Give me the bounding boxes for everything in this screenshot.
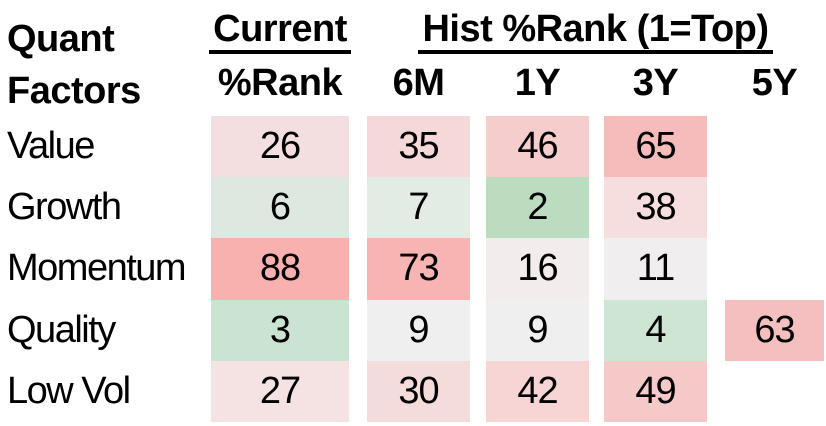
heatmap-cell-quality-current: 3 <box>211 299 349 361</box>
heatmap-cell-growth-5y <box>725 177 824 238</box>
row-label-quality: Quality <box>7 308 116 351</box>
heatmap-cell-lowvol-1y: 42 <box>486 360 589 422</box>
heatmap-cell-lowvol-6m: 30 <box>367 360 470 422</box>
column-header-1y: 1Y <box>514 62 561 104</box>
heatmap-cell-quality-1y: 9 <box>486 299 589 361</box>
column-current-rank: 26 6 88 3 27 <box>211 116 349 422</box>
column-header-current-rank: %Rank <box>217 62 343 104</box>
heatmap-cell-momentum-3y: 11 <box>604 238 707 300</box>
table-title-line2: Factors <box>7 70 141 112</box>
heatmap-cell-momentum-5y <box>725 238 824 299</box>
heatmap-cell-quality-5y: 63 <box>725 299 824 361</box>
row-label-growth: Growth <box>7 186 122 229</box>
heatmap-cell-momentum-1y: 16 <box>486 238 589 300</box>
row-label-momentum: Momentum <box>7 247 187 290</box>
column-header-6m: 6M <box>392 62 445 104</box>
heatmap-cell-value-3y: 65 <box>604 116 707 178</box>
column-1y: 46 2 16 9 42 <box>486 116 589 422</box>
heatmap-cell-value-1y: 46 <box>486 116 589 178</box>
heatmap-cell-growth-1y: 2 <box>486 177 589 239</box>
current-group-header: Current <box>204 10 356 54</box>
column-6m: 35 7 73 9 30 <box>367 116 470 422</box>
heatmap-cell-growth-current: 6 <box>211 177 349 239</box>
row-label-column: Value Growth Momentum Quality Low Vol <box>7 116 207 422</box>
heatmap-cell-momentum-current: 88 <box>211 238 349 300</box>
current-group-header-text: Current <box>209 10 351 54</box>
column-3y: 65 38 11 4 49 <box>604 116 707 422</box>
heatmap-cell-lowvol-current: 27 <box>211 360 349 422</box>
row-label-value: Value <box>7 125 95 168</box>
heatmap-cell-quality-3y: 4 <box>604 299 707 361</box>
heatmap-cell-growth-3y: 38 <box>604 177 707 239</box>
row-label-lowvol: Low Vol <box>7 369 131 412</box>
heatmap-cell-value-6m: 35 <box>367 116 470 178</box>
heatmap-cell-lowvol-3y: 49 <box>604 360 707 422</box>
column-header-3y: 3Y <box>632 62 679 104</box>
heatmap-cell-quality-6m: 9 <box>367 299 470 361</box>
column-5y: 63 <box>725 116 824 422</box>
hist-group-header-text: Hist %Rank (1=Top) <box>418 10 773 54</box>
heatmap-cell-lowvol-5y <box>725 361 824 422</box>
table-title-line1: Quant <box>7 18 115 60</box>
heatmap-cell-value-current: 26 <box>211 116 349 178</box>
hist-group-header: Hist %Rank (1=Top) <box>367 10 824 54</box>
column-header-5y: 5Y <box>751 62 798 104</box>
heatmap-cell-growth-6m: 7 <box>367 177 470 239</box>
heatmap-cell-value-5y <box>725 116 824 177</box>
heatmap-cell-momentum-6m: 73 <box>367 238 470 300</box>
